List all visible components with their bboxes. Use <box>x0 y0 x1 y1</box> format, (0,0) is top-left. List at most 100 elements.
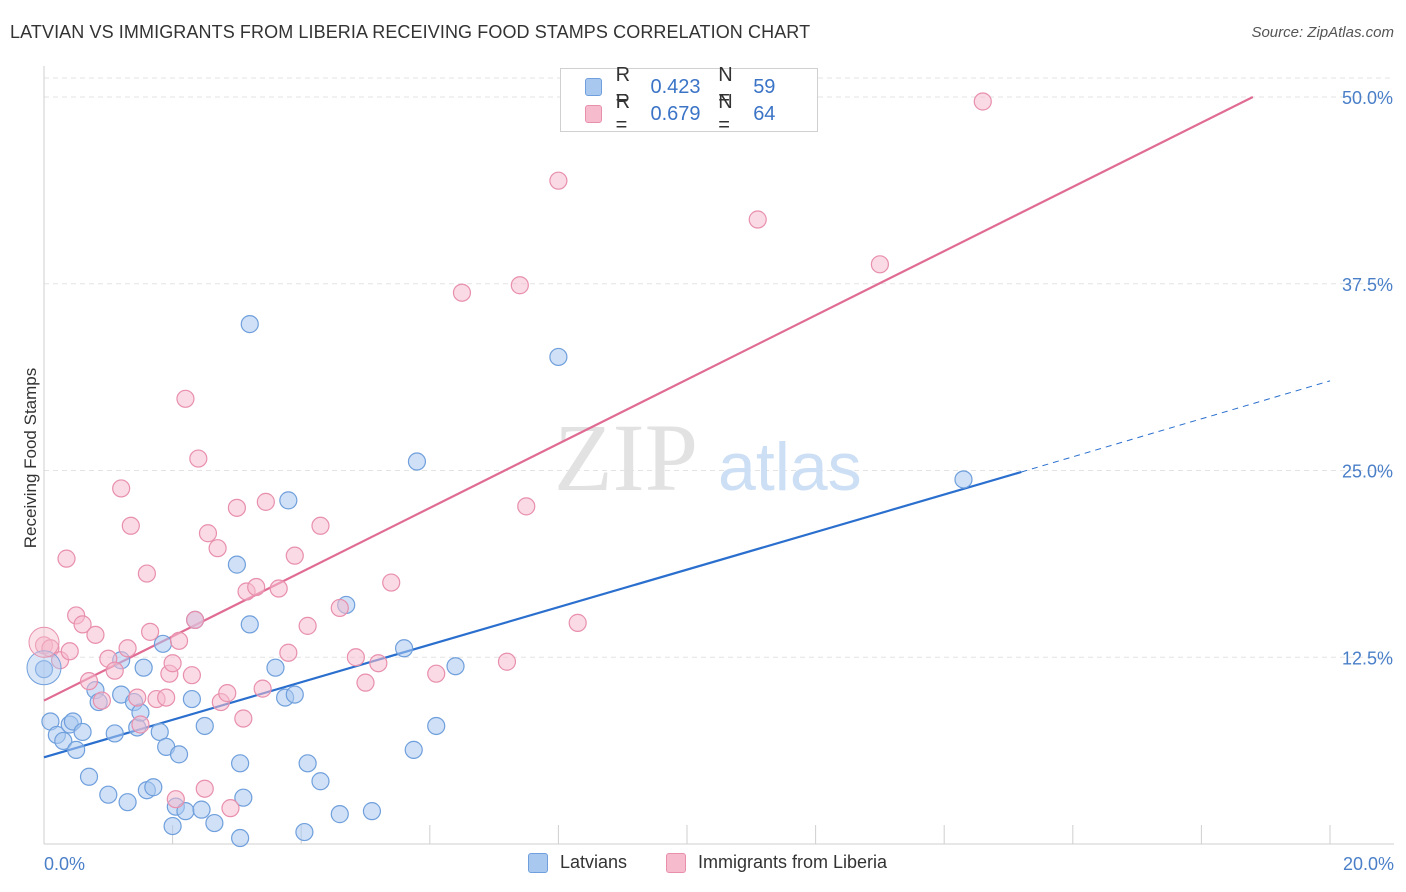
data-point-liberia <box>218 684 237 703</box>
data-point-latvians <box>285 685 304 704</box>
data-point-liberia <box>510 276 529 295</box>
data-point-liberia <box>234 709 253 728</box>
data-point-liberia <box>198 524 218 543</box>
data-point-liberia <box>298 616 317 635</box>
data-point-liberia <box>973 92 992 111</box>
data-point-latvians <box>150 722 169 742</box>
data-point-latvians <box>231 828 250 848</box>
data-point-liberia <box>105 661 124 680</box>
bottom-legend-liberia: Immigrants from Liberia <box>666 852 887 873</box>
data-point-liberia <box>568 613 587 632</box>
data-point-latvians <box>407 452 427 471</box>
data-point-latvians <box>34 660 54 679</box>
data-point-liberia <box>157 688 176 707</box>
data-point-latvians <box>394 639 414 658</box>
x-tick-label: 20.0% <box>1343 854 1394 874</box>
data-point-liberia <box>256 492 275 511</box>
data-point-liberia <box>73 615 92 634</box>
legend-r-label: R = <box>615 64 631 109</box>
data-point-latvians <box>182 689 201 709</box>
data-point-liberia <box>279 643 298 662</box>
data-point-latvians <box>404 740 423 759</box>
data-point-liberia <box>330 598 349 618</box>
data-point-latvians <box>79 767 99 786</box>
data-point-liberia <box>517 497 536 516</box>
watermark-zip: ZIP <box>554 404 698 511</box>
legend-row-latvians: R = 0.423 N = 59 <box>585 64 817 109</box>
data-point-liberia <box>182 666 201 685</box>
data-point-liberia <box>382 573 401 592</box>
data-point-liberia <box>748 210 767 229</box>
latvians-swatch <box>528 852 548 873</box>
y-tick-label: 25.0% <box>1342 462 1393 482</box>
data-point-latvians <box>192 800 211 819</box>
data-point-liberia <box>356 673 375 692</box>
data-point-latvians <box>169 745 189 764</box>
data-point-liberia <box>112 479 131 498</box>
data-point-liberia <box>870 255 890 274</box>
legend-label-liberia: Immigrants from Liberia <box>698 852 888 872</box>
legend-r-label: R = <box>615 91 631 136</box>
data-point-liberia <box>549 171 568 190</box>
data-point-latvians <box>26 650 62 686</box>
gridlines <box>44 77 1394 658</box>
data-point-liberia <box>121 516 140 535</box>
data-point-liberia <box>253 679 272 698</box>
legend-n-label: N = <box>718 91 733 136</box>
data-point-latvians <box>134 658 153 677</box>
data-point-latvians <box>118 793 137 812</box>
data-point-latvians <box>54 731 73 751</box>
legend-row-liberia: R = 0.679 N = 64 <box>585 91 817 136</box>
data-point-latvians <box>266 658 285 677</box>
latvians-swatch <box>585 78 602 96</box>
data-point-liberia <box>131 715 150 734</box>
data-point-liberia <box>86 625 105 644</box>
data-point-liberia <box>140 622 160 641</box>
data-point-liberia <box>166 790 185 809</box>
data-point-liberia <box>186 610 205 630</box>
data-point-latvians <box>954 470 973 489</box>
y-tick-label: 37.5% <box>1342 275 1393 295</box>
data-point-latvians <box>73 722 92 742</box>
data-point-liberia <box>311 516 330 535</box>
tick-labels: 12.5% 25.0% 37.5% 50.0% 0.0% 20.0% <box>44 88 1394 874</box>
bottom-legend-latvians: Latvians <box>528 852 627 873</box>
data-point-liberia <box>285 546 304 565</box>
data-point-latvians <box>240 615 259 634</box>
data-point-liberia <box>346 648 365 667</box>
data-point-latvians <box>279 491 298 510</box>
x-tick-label: 0.0% <box>44 854 85 874</box>
data-point-latvians <box>298 754 317 773</box>
data-point-latvians <box>163 816 182 836</box>
data-point-liberia <box>176 389 195 408</box>
legend-n-value: 59 <box>753 75 776 98</box>
data-point-latvians <box>227 555 246 574</box>
data-point-latvians <box>549 347 568 367</box>
data-point-latvians <box>99 785 118 804</box>
legend-label-latvians: Latvians <box>560 852 628 872</box>
correlation-legend: R = 0.423 N = 59 R = 0.679 N = 64 <box>560 64 818 136</box>
data-point-latvians <box>153 634 173 653</box>
data-point-liberia <box>57 549 76 568</box>
data-point-liberia <box>195 779 214 798</box>
legend-r-value: 0.679 <box>650 102 701 125</box>
data-point-latvians <box>105 724 124 743</box>
data-point-liberia <box>369 654 388 673</box>
data-point-liberia <box>128 688 147 707</box>
data-point-liberia <box>269 579 288 598</box>
trend-line-liberia <box>43 96 1254 702</box>
data-point-liberia <box>169 631 189 650</box>
data-point-latvians <box>311 772 330 791</box>
data-point-liberia <box>452 283 472 302</box>
data-point-liberia <box>118 639 137 658</box>
data-point-liberia <box>92 691 111 710</box>
data-point-liberia <box>60 642 79 661</box>
trend-extension-latvians <box>1021 380 1331 473</box>
trend-line-latvians <box>43 470 1022 759</box>
data-point-latvians <box>330 805 349 824</box>
data-point-latvians <box>234 788 253 807</box>
chart-title: LATVIAN VS IMMIGRANTS FROM LIBERIA RECEI… <box>10 22 811 42</box>
data-point-latvians <box>446 657 465 676</box>
data-point-liberia <box>427 664 446 683</box>
data-point-liberia <box>163 654 182 673</box>
